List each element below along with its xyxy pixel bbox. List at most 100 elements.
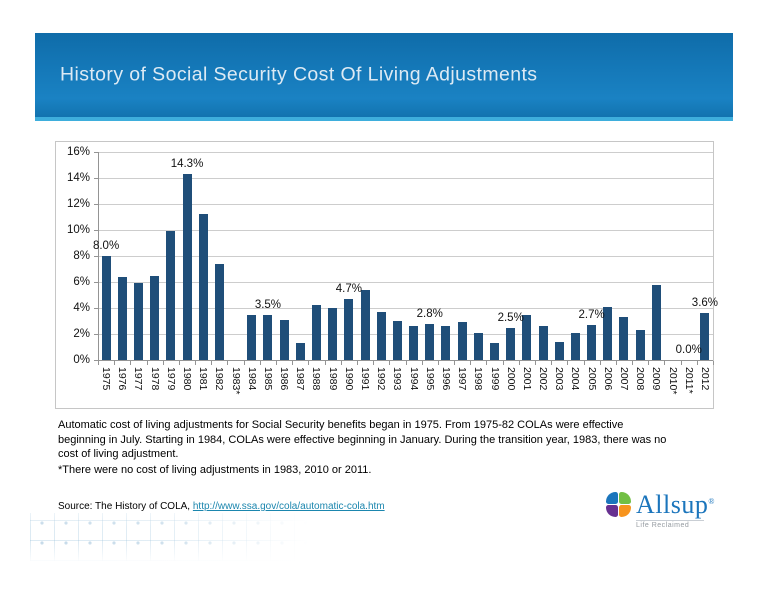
x-label-2002: 2002 [537,367,550,391]
x-tick [648,361,650,365]
bar-2002 [538,326,548,360]
allsup-logo: Allsup® Life Reclaimed [606,489,714,529]
x-tick [713,361,714,365]
bar-1987 [295,343,305,360]
x-label-1980: 1980 [181,367,193,391]
x-tick [405,361,407,365]
x-tick [518,361,520,365]
y-axis-label: 0% [73,354,90,366]
y-tick [94,360,98,361]
x-tick [680,361,682,365]
x-tick [292,361,294,365]
x-label-2003: 2003 [553,367,566,391]
x-label-1998: 1998 [472,367,485,391]
x-tick [227,361,229,365]
y-axis-label: 12% [66,198,90,210]
logo-text: Allsup® Life Reclaimed [636,489,714,529]
page-title: History of Social Security Cost Of Livin… [60,63,538,86]
x-tick [583,361,585,365]
bar-1991 [360,289,370,360]
bar-2003 [554,341,564,360]
x-tick [470,361,472,365]
bar-2000 [506,327,516,360]
bar-1993 [392,321,402,360]
x-label-1985: 1985 [261,367,274,391]
x-label-2010*: 2010* [666,367,679,395]
x-label-1997: 1997 [456,367,469,391]
petal-green [619,492,631,504]
registered-mark: ® [708,497,715,506]
y-axis-label: 8% [73,250,90,262]
x-tick [664,361,666,365]
x-tick [356,361,358,365]
y-tick [94,178,98,179]
x-tick [146,361,148,365]
x-tick [599,361,601,365]
source-line: Source: The History of COLA, http://www.… [58,501,385,512]
bar-1992 [376,311,386,360]
x-tick [162,361,164,365]
y-tick [94,152,98,153]
x-tick [243,361,245,365]
x-label-1976: 1976 [116,367,129,391]
x-label-1999: 1999 [488,367,501,391]
allsup-petal-icon [606,492,631,517]
x-tick [340,361,342,365]
x-tick [696,361,698,365]
gridline [98,204,713,205]
x-label-1994: 1994 [407,367,420,391]
x-tick [276,361,278,365]
bar-1976 [117,276,127,360]
bar-2005 [587,324,597,360]
bar-1982 [214,263,224,360]
y-axis-label: 10% [66,224,90,236]
y-axis-label: 16% [66,146,90,158]
gridline [98,334,713,335]
bar-2009 [651,284,661,360]
data-label-1985: 3.5% [254,298,282,311]
bar-1981 [198,214,208,360]
x-label-1988: 1988 [310,367,323,391]
data-label-1975: 8.0% [92,240,120,252]
x-tick [502,361,504,365]
gridline [98,178,713,179]
x-tick [98,361,99,365]
bar-1979 [166,231,176,360]
y-axis-label: 6% [73,276,90,288]
y-tick [94,282,98,283]
bar-1984 [247,314,257,360]
x-label-2011*: 2011* [682,367,695,394]
x-tick [178,361,180,365]
gridline [98,152,713,153]
bar-1975 [101,256,111,360]
header-accent-strip [35,117,733,121]
bar-1995 [425,323,435,360]
logo-brand-name: Allsup® [636,490,715,519]
x-label-2000: 2000 [504,367,517,391]
x-label-2006: 2006 [601,367,614,391]
y-tick [94,334,98,335]
x-tick [551,361,553,365]
y-tick [94,230,98,231]
bar-1977 [133,283,143,360]
x-tick [195,361,197,365]
y-axis-label: 14% [66,172,90,184]
x-label-2012: 2012 [698,367,711,391]
gridline [98,308,713,309]
data-label-1990: 4.7% [335,282,362,295]
bar-1996 [441,326,451,360]
cola-bar-chart: 0% 2% 4% 6% 8% 10% 12% 14% 16% 1975 1976 1977 1978 19… [55,141,718,409]
bar-1986 [279,319,289,360]
bar-1998 [473,332,483,360]
x-label-2004: 2004 [569,367,582,391]
x-label-1992: 1992 [375,367,388,391]
x-tick [632,361,634,365]
chart-description-text: Automatic cost of living adjustments for… [58,419,667,460]
source-link[interactable]: http://www.ssa.gov/cola/automatic-cola.h… [192,501,385,512]
x-tick [454,361,456,365]
data-label-1980: 14.3% [170,158,204,171]
x-tick [324,361,326,365]
bar-1980 [182,174,192,360]
petal-blue [606,492,618,504]
